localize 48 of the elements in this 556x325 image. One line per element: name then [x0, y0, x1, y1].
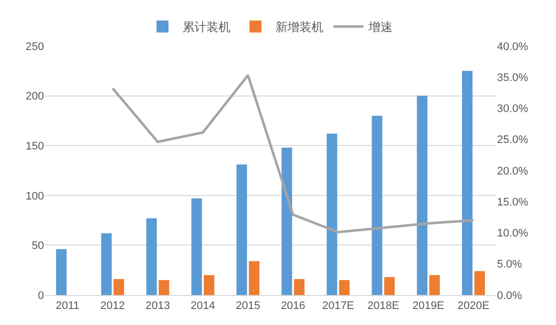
- legend-label: 新增装机: [276, 20, 324, 34]
- bar: [294, 279, 305, 295]
- bar: [56, 249, 67, 295]
- y2-tick-label: 5.0%: [497, 258, 522, 271]
- bar: [429, 275, 440, 295]
- x-tick-label: 2017E: [322, 300, 354, 312]
- y2-tick-label: 30.0%: [497, 103, 528, 116]
- bar: [248, 261, 260, 295]
- x-tick-label: 2012: [100, 300, 125, 312]
- legend-label: 累计装机: [182, 20, 230, 34]
- y2-tick-label: 10.0%: [497, 228, 528, 240]
- bar: [282, 148, 292, 295]
- y-tick-label: 100: [26, 190, 44, 202]
- y-tick-label: 250: [26, 40, 44, 53]
- bar: [462, 70, 473, 295]
- bar: [146, 218, 157, 295]
- x-tick-label: 2015: [236, 300, 260, 312]
- bar: [416, 96, 428, 295]
- y2-tick-label: 0.0%: [497, 290, 522, 302]
- bar: [101, 233, 112, 295]
- y-tick-label: 50: [32, 240, 44, 252]
- line-series: [111, 74, 475, 234]
- x-tick-label: 2018E: [367, 300, 400, 312]
- y2-tick-label: 35.0%: [497, 72, 528, 84]
- bar: [114, 279, 124, 295]
- y-tick-label: 200: [26, 90, 44, 103]
- bar: [384, 277, 395, 295]
- x-tick-label: 2013: [146, 300, 170, 312]
- legend-label: 增速: [368, 20, 392, 34]
- y2-tick-label: 25.0%: [497, 134, 528, 146]
- y-tick-label: 150: [26, 140, 44, 152]
- y2-tick-label: 20.0%: [497, 165, 528, 178]
- bar: [204, 275, 214, 295]
- x-tick-label: 2020E: [458, 300, 490, 312]
- y2-tick-label: 15.0%: [497, 196, 528, 208]
- y-tick-label: 0: [38, 290, 44, 302]
- bar: [236, 164, 248, 295]
- bar: [158, 280, 170, 295]
- bar: [339, 280, 350, 295]
- bar: [474, 271, 485, 295]
- x-tick-label: 2014: [190, 300, 216, 312]
- bar: [372, 116, 382, 295]
- x-tick-label: 2011: [56, 300, 80, 312]
- bar: [191, 198, 202, 295]
- y2-tick-label: 40.0%: [497, 40, 528, 53]
- x-tick-label: 2016: [280, 300, 306, 312]
- bar: [326, 134, 338, 295]
- x-tick-label: 2019E: [412, 300, 444, 312]
